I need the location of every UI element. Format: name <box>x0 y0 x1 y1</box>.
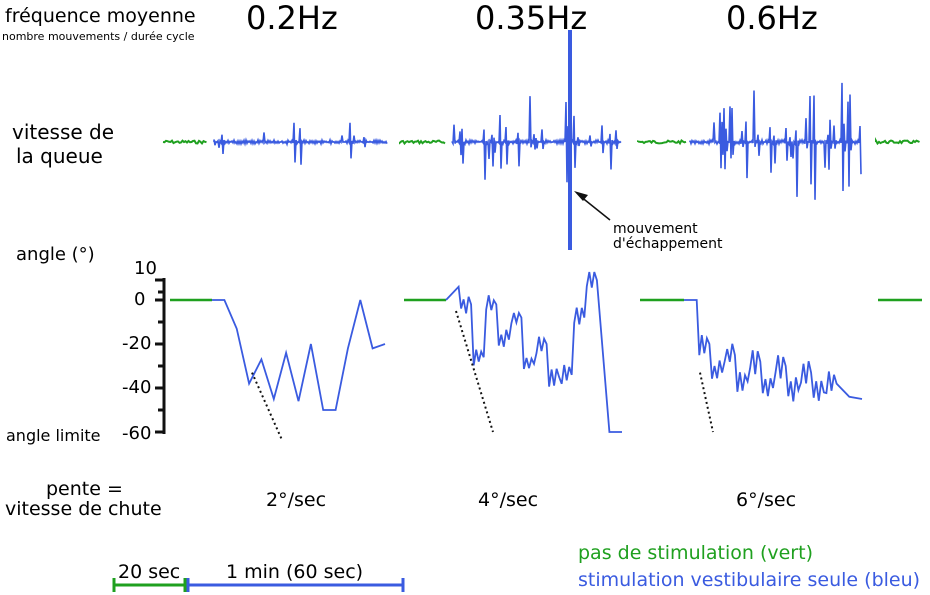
y-tick-label: 10 <box>134 258 157 279</box>
slope-extrapolation <box>455 310 494 433</box>
freq-label-1: 0.2Hz <box>246 0 338 37</box>
timescale-green-label: 20 sec <box>118 561 181 583</box>
angle-trace <box>684 299 863 402</box>
y-tick-label: -60 <box>122 423 152 444</box>
tail-speed-trace <box>689 82 862 200</box>
tail-speed-baseline <box>162 139 207 146</box>
slope-value-2: 4°/sec <box>478 489 539 511</box>
freq-label-3: 0.6Hz <box>726 0 818 37</box>
angle-trace <box>212 299 386 411</box>
y-axis <box>155 278 166 434</box>
slope-label-line2: vitesse de chute <box>5 498 162 520</box>
legend-green: pas de stimulation (vert) <box>578 542 813 564</box>
tail-speed-label-line2: la queue <box>16 144 103 168</box>
escape-annotation-line2: d'échappement <box>613 236 723 252</box>
timescale-blue-label: 1 min (60 sec) <box>226 561 364 583</box>
title-frequency-subtitle: nombre mouvements / durée cycle <box>2 30 195 43</box>
angle-trace <box>445 271 622 433</box>
angle-axis-label: angle (°) <box>16 244 95 265</box>
y-tick-label: 0 <box>134 289 146 310</box>
angle-limit-label: angle limite <box>6 426 101 445</box>
y-tick-label: -40 <box>122 377 152 398</box>
timescale-green-bar <box>112 578 187 592</box>
title-frequency: fréquence moyenne <box>5 5 196 27</box>
y-tick-label: -20 <box>122 333 152 354</box>
tail-speed-trace <box>451 96 622 183</box>
timescale-blue-bar <box>186 578 405 592</box>
escape-annotation-line1: mouvement <box>613 221 698 237</box>
tail-speed-trace <box>213 122 388 165</box>
tail-speed-baseline <box>399 139 446 146</box>
legend-blue: stimulation vestibulaire seule (bleu) <box>578 569 921 591</box>
slope-label-line1: pente = <box>46 478 123 500</box>
tail-speed-label-line1: vitesse de <box>12 120 115 144</box>
slope-value-1: 2°/sec <box>266 489 327 511</box>
slope-extrapolation <box>251 372 283 441</box>
tail-speed-baseline <box>637 139 687 146</box>
escape-arrow <box>574 191 611 221</box>
tail-speed-baseline <box>875 136 920 146</box>
slope-value-3: 6°/sec <box>736 489 797 511</box>
freq-label-2: 0.35Hz <box>475 0 588 37</box>
slope-extrapolation <box>699 372 714 433</box>
